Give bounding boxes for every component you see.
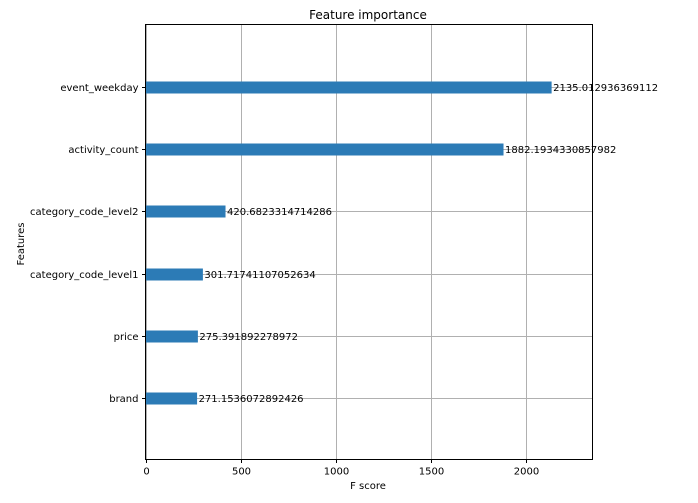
x-tick-label: 1500 <box>419 467 444 478</box>
y-tick-label: event_weekday <box>60 83 138 94</box>
y-tick-label: price <box>114 332 139 343</box>
y-axis-label: Features <box>16 223 27 266</box>
y-axis-ticks: brand price category_code_level1 category_c… <box>30 83 146 405</box>
data-label: 2135.012936369112 <box>553 83 658 94</box>
data-label: 420.6823314714286 <box>227 207 332 218</box>
data-label: 1882.1934330857982 <box>505 145 616 156</box>
x-tick-label: 1000 <box>324 467 349 478</box>
y-tick-label: category_code_level2 <box>30 207 138 218</box>
data-label: 275.391892278972 <box>199 332 298 343</box>
bar <box>145 205 226 218</box>
data-label: 271.1536072892426 <box>199 394 304 405</box>
x-axis-label: F score <box>350 481 386 492</box>
bar <box>145 392 198 405</box>
y-tick-label: category_code_level1 <box>30 270 138 281</box>
x-tick-label: 500 <box>232 467 251 478</box>
bars <box>145 81 552 405</box>
bar <box>145 268 203 281</box>
bar <box>145 330 198 343</box>
x-axis-ticks: 0 500 1000 1500 2000 <box>143 459 539 478</box>
plot-frame <box>145 24 593 460</box>
y-tick-label: activity_count <box>68 145 138 156</box>
x-tick-label: 2000 <box>514 467 539 478</box>
chart-title: Feature importance <box>309 8 427 22</box>
x-tick-label: 0 <box>143 467 149 478</box>
data-labels: 271.1536072892426 275.391892278972 301.717… <box>199 83 659 405</box>
y-tick-label: brand <box>109 394 138 405</box>
bar <box>145 81 552 94</box>
data-label: 301.71741107052634 <box>204 270 315 281</box>
bar <box>145 143 504 156</box>
